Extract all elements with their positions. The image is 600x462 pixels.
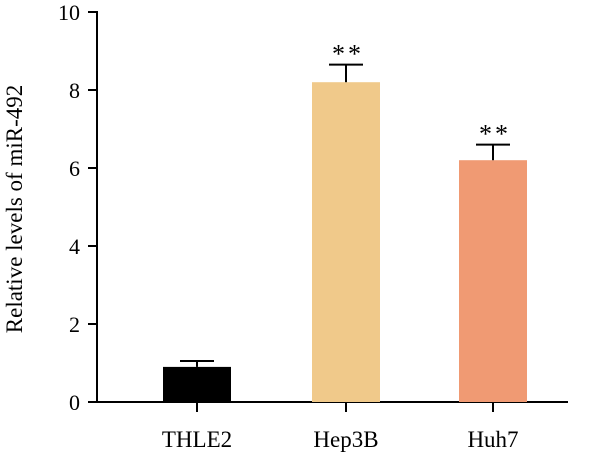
y-tick-label: 0 [69, 390, 80, 415]
significance-label: ** [332, 40, 364, 69]
y-tick-label: 4 [69, 234, 80, 259]
y-tick-label: 8 [69, 78, 80, 103]
bars [163, 63, 527, 402]
y-axis: 0 2 4 6 8 10 Relative levels of miR-492 [2, 0, 98, 415]
y-tick-label: 2 [69, 312, 80, 337]
x-axis [96, 401, 568, 412]
bar [312, 82, 380, 402]
x-tick-label: THLE2 [162, 427, 232, 452]
x-tick-label: Huh7 [467, 427, 518, 452]
y-tick-label: 10 [58, 0, 80, 25]
y-axis-label: Relative levels of miR-492 [2, 85, 27, 333]
bar [163, 366, 231, 402]
y-tick-label: 6 [69, 156, 80, 181]
x-tick-label: Hep3B [313, 427, 378, 452]
labels: THLE2 Hep3B ** Huh7 ** [162, 40, 519, 452]
significance-label: ** [479, 120, 511, 149]
bar [459, 160, 527, 402]
